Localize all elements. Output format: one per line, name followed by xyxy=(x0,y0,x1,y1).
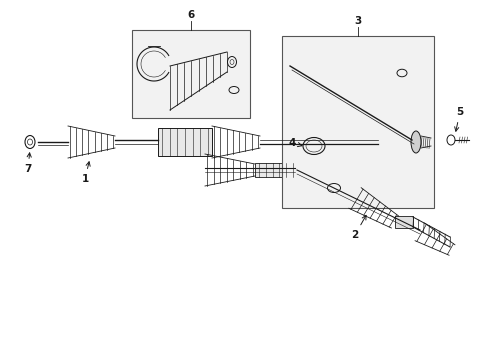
Bar xyxy=(282,36,433,208)
Text: 4: 4 xyxy=(288,138,302,148)
Text: 2: 2 xyxy=(351,215,366,240)
Bar xyxy=(377,134,389,150)
Text: 1: 1 xyxy=(81,162,90,184)
Text: 7: 7 xyxy=(24,153,32,174)
Bar xyxy=(254,163,296,177)
Bar xyxy=(394,216,412,228)
Text: 3: 3 xyxy=(354,16,361,26)
Text: 5: 5 xyxy=(454,107,463,131)
Bar xyxy=(132,30,249,118)
Ellipse shape xyxy=(410,131,420,153)
Bar xyxy=(158,128,212,156)
Text: 6: 6 xyxy=(187,10,194,20)
